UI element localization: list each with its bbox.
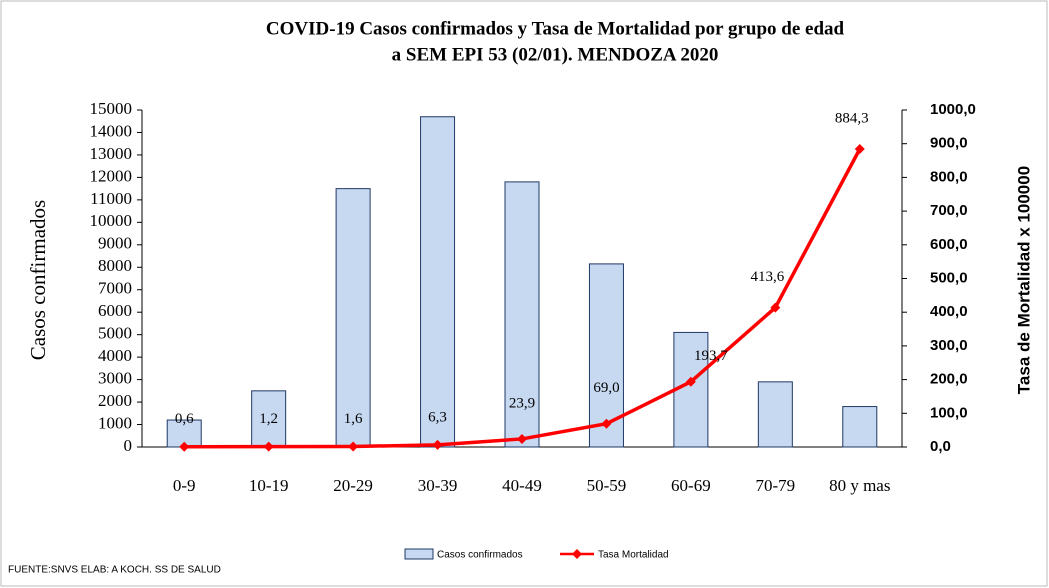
x-tick-label: 0-9	[173, 476, 196, 495]
x-tick-label: 10-19	[249, 476, 289, 495]
x-tick-label: 60-69	[671, 476, 711, 495]
marker	[601, 418, 612, 429]
legend-swatch	[572, 549, 582, 559]
y2-tick-label: 500,0	[930, 269, 968, 286]
marker	[854, 143, 865, 154]
chart-title: a SEM EPI 53 (02/01). MENDOZA 2020	[392, 44, 719, 65]
y2-tick-label: 300,0	[930, 337, 968, 354]
y2-tick-label: 100,0	[930, 404, 968, 421]
y-tick-label: 5000	[98, 324, 132, 343]
bar	[420, 116, 456, 448]
legend-label: Casos confirmados	[437, 550, 523, 561]
y-tick-label: 13000	[90, 144, 133, 163]
data-label: 1,6	[344, 411, 363, 427]
y2-tick-label: 1000,0	[930, 101, 976, 118]
y-tick-label: 8000	[98, 256, 132, 275]
y-tick-label: 11000	[90, 189, 132, 208]
data-label: 413,6	[750, 269, 784, 285]
marker	[179, 441, 190, 452]
legend-swatch	[404, 548, 434, 560]
data-label: 1,2	[259, 411, 278, 427]
x-tick-label: 40-49	[502, 476, 542, 495]
y2-tick-label: 900,0	[930, 135, 968, 152]
bar	[251, 390, 287, 448]
y2-axis-label: Tasa de Mortalidad x 100000	[1014, 166, 1033, 394]
data-label: 23,9	[509, 395, 535, 411]
marker	[770, 302, 781, 313]
data-label: 0,6	[175, 411, 194, 427]
y-tick-label: 14000	[90, 121, 133, 140]
bar	[842, 406, 878, 448]
y-tick-label: 2000	[98, 391, 132, 410]
marker	[517, 433, 527, 444]
x-tick-label: 80 y mas	[829, 476, 890, 495]
source: FUENTE:SNVS ELAB: A KOCH. SS DE SALUD	[8, 565, 221, 576]
y2-tick-label: 700,0	[930, 202, 968, 219]
marker	[432, 439, 443, 450]
y-tick-label: 1000	[98, 413, 132, 432]
y-tick-label: 10000	[90, 211, 133, 230]
y-tick-label: 12000	[90, 166, 133, 185]
marker	[348, 441, 359, 452]
y-axis-label: Casos confirmados	[26, 200, 50, 360]
data-label: 69,0	[593, 380, 619, 396]
x-tick-label: 20-29	[333, 476, 373, 495]
bar	[673, 331, 709, 448]
bar	[335, 188, 371, 448]
x-tick-label: 50-59	[587, 476, 627, 495]
y-tick-label: 6000	[98, 301, 132, 320]
y-tick-label: 3000	[98, 369, 132, 388]
x-tick-label: 30-39	[418, 476, 458, 495]
bar	[504, 181, 540, 448]
marker	[685, 376, 696, 387]
x-tick-label: 70-79	[755, 476, 795, 495]
y-tick-label: 4000	[98, 346, 132, 365]
y2-tick-label: 0,0	[930, 438, 951, 455]
y-tick-label: 15000	[90, 99, 133, 118]
marker	[263, 441, 274, 452]
y2-tick-label: 600,0	[930, 236, 968, 253]
y2-tick-label: 200,0	[930, 371, 968, 388]
y-tick-label: 0	[124, 436, 133, 455]
data-label: 6,3	[428, 409, 447, 425]
chart-title: COVID-19 Casos confirmados y Tasa de Mor…	[266, 18, 845, 39]
bar	[757, 381, 793, 448]
y-tick-label: 7000	[98, 279, 132, 298]
data-label: 193,7	[694, 348, 728, 364]
data-label: 884,3	[835, 110, 869, 126]
y-tick-label: 9000	[98, 234, 132, 253]
legend-label: Tasa Mortalidad	[598, 550, 669, 561]
y2-tick-label: 400,0	[930, 303, 968, 320]
y2-tick-label: 800,0	[930, 168, 968, 185]
